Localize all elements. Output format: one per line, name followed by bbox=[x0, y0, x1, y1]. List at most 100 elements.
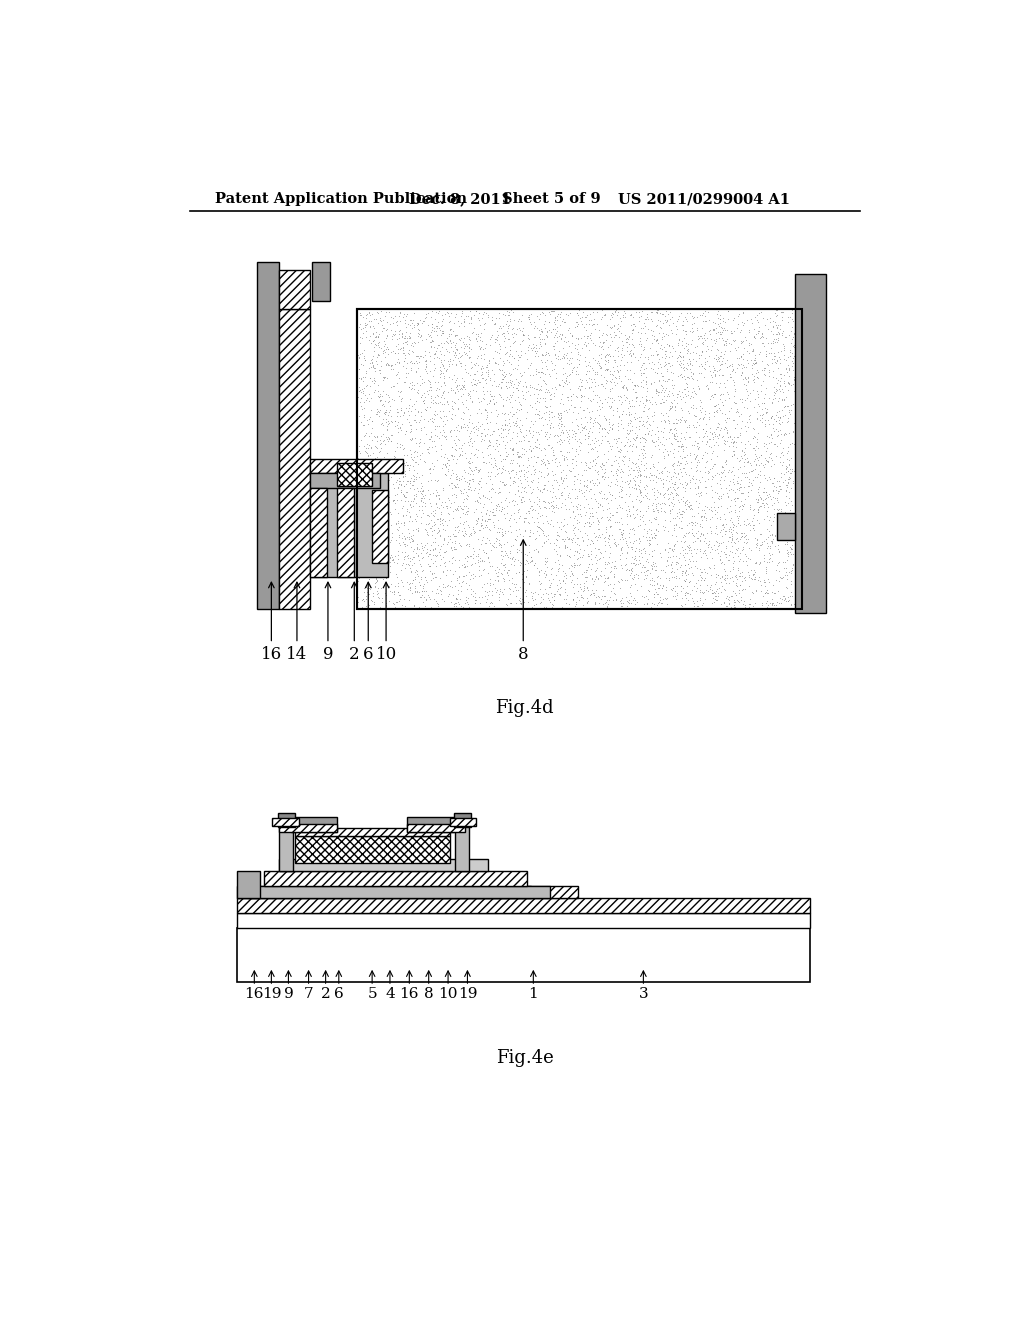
Point bbox=[497, 414, 513, 436]
Point bbox=[489, 561, 506, 582]
Point bbox=[458, 565, 474, 586]
Point bbox=[599, 487, 615, 508]
Point bbox=[602, 380, 618, 401]
Point bbox=[684, 523, 700, 544]
Point bbox=[433, 337, 450, 358]
Point bbox=[564, 412, 581, 433]
Point bbox=[753, 453, 769, 474]
Point bbox=[481, 469, 498, 490]
Point bbox=[627, 315, 643, 337]
Point bbox=[740, 594, 757, 615]
Point bbox=[688, 306, 705, 327]
Point bbox=[368, 325, 384, 346]
Point bbox=[718, 478, 734, 499]
Point bbox=[716, 432, 732, 453]
Point bbox=[556, 587, 572, 609]
Point bbox=[532, 367, 549, 388]
Point bbox=[355, 561, 372, 582]
Point bbox=[362, 317, 379, 338]
Point bbox=[553, 484, 569, 506]
Point bbox=[588, 430, 604, 451]
Point bbox=[792, 503, 808, 524]
Point bbox=[493, 579, 509, 601]
Point bbox=[713, 540, 729, 561]
Point bbox=[493, 482, 509, 503]
Point bbox=[426, 528, 442, 549]
Point bbox=[465, 368, 481, 389]
Point bbox=[631, 407, 647, 428]
Point bbox=[386, 478, 402, 499]
Point bbox=[726, 331, 742, 352]
Point bbox=[374, 490, 390, 511]
Point bbox=[487, 308, 504, 329]
Point bbox=[715, 308, 731, 329]
Point bbox=[567, 591, 584, 612]
Point bbox=[631, 458, 647, 479]
Point bbox=[653, 546, 670, 568]
Text: 6: 6 bbox=[362, 645, 374, 663]
Point bbox=[671, 384, 687, 405]
Point bbox=[574, 546, 591, 568]
Point bbox=[647, 579, 664, 601]
Point bbox=[791, 341, 807, 362]
Point bbox=[606, 389, 623, 411]
Point bbox=[628, 416, 644, 437]
Point bbox=[583, 325, 599, 346]
Point bbox=[674, 346, 690, 367]
Point bbox=[371, 345, 387, 366]
Point bbox=[635, 539, 651, 560]
Point bbox=[682, 359, 698, 380]
Point bbox=[758, 327, 774, 348]
Point bbox=[372, 528, 388, 549]
Point bbox=[710, 487, 726, 508]
Point bbox=[650, 429, 667, 450]
Point bbox=[462, 364, 478, 385]
Point bbox=[357, 455, 374, 477]
Point bbox=[492, 317, 508, 338]
Point bbox=[506, 347, 522, 368]
Point bbox=[660, 335, 677, 356]
Point bbox=[411, 499, 427, 520]
Point bbox=[549, 574, 565, 595]
Point bbox=[461, 409, 477, 430]
Point bbox=[595, 331, 611, 352]
Point bbox=[607, 535, 624, 556]
Point bbox=[614, 513, 631, 535]
Point bbox=[766, 352, 782, 374]
Point bbox=[354, 371, 371, 392]
Point bbox=[515, 525, 531, 546]
Point bbox=[744, 474, 761, 495]
Point bbox=[581, 480, 597, 502]
Point bbox=[554, 325, 570, 346]
Point bbox=[637, 432, 653, 453]
Point bbox=[478, 356, 495, 378]
Point bbox=[683, 321, 699, 342]
Point bbox=[621, 325, 637, 346]
Point bbox=[602, 416, 618, 437]
Point bbox=[373, 337, 389, 358]
Point bbox=[431, 539, 447, 560]
Point bbox=[636, 465, 652, 486]
Point bbox=[423, 391, 439, 412]
Point bbox=[658, 310, 675, 331]
Point bbox=[607, 433, 624, 454]
Point bbox=[739, 416, 756, 437]
Point bbox=[648, 301, 665, 322]
Point bbox=[788, 449, 805, 470]
Point bbox=[684, 499, 700, 520]
Point bbox=[690, 486, 707, 507]
Point bbox=[567, 385, 584, 407]
Point bbox=[689, 445, 706, 466]
Point bbox=[626, 524, 642, 545]
Point bbox=[603, 484, 620, 506]
Point bbox=[354, 527, 371, 548]
Point bbox=[482, 508, 499, 529]
Point bbox=[663, 391, 679, 412]
Point bbox=[375, 380, 391, 401]
Point bbox=[786, 380, 803, 401]
Point bbox=[649, 333, 666, 354]
Point bbox=[726, 465, 742, 486]
Point bbox=[403, 352, 420, 374]
Point bbox=[607, 533, 624, 554]
Point bbox=[677, 570, 693, 591]
